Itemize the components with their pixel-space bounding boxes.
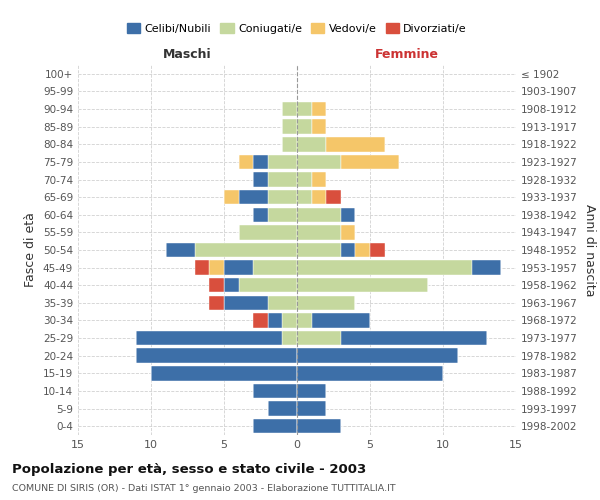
Bar <box>283 120 297 134</box>
Bar <box>283 331 297 345</box>
Bar <box>209 260 224 275</box>
Bar <box>166 243 195 257</box>
Bar <box>341 331 487 345</box>
Bar <box>253 208 268 222</box>
Bar <box>268 172 297 186</box>
Bar <box>253 260 297 275</box>
Bar <box>209 296 224 310</box>
Bar <box>297 260 472 275</box>
Y-axis label: Anni di nascita: Anni di nascita <box>583 204 596 296</box>
Bar <box>224 278 239 292</box>
Bar <box>297 243 341 257</box>
Bar <box>341 243 355 257</box>
Bar <box>297 419 341 434</box>
Bar <box>311 172 326 186</box>
Bar <box>268 314 283 328</box>
Bar <box>283 314 297 328</box>
Bar <box>472 260 502 275</box>
Text: Maschi: Maschi <box>163 48 212 62</box>
Bar <box>268 154 297 169</box>
Bar <box>253 154 268 169</box>
Text: Popolazione per età, sesso e stato civile - 2003: Popolazione per età, sesso e stato civil… <box>12 462 366 475</box>
Bar <box>297 402 326 416</box>
Text: COMUNE DI SIRIS (OR) - Dati ISTAT 1° gennaio 2003 - Elaborazione TUTTITALIA.IT: COMUNE DI SIRIS (OR) - Dati ISTAT 1° gen… <box>12 484 395 493</box>
Bar <box>268 402 297 416</box>
Bar <box>136 331 283 345</box>
Bar <box>341 225 355 240</box>
Bar <box>224 296 268 310</box>
Bar <box>355 243 370 257</box>
Bar <box>253 172 268 186</box>
Bar <box>151 366 297 380</box>
Bar <box>311 120 326 134</box>
Bar <box>297 208 341 222</box>
Bar <box>224 260 253 275</box>
Bar <box>136 348 297 363</box>
Bar <box>370 243 385 257</box>
Bar <box>297 296 355 310</box>
Legend: Celibi/Nubili, Coniugati/e, Vedovi/e, Divorziati/e: Celibi/Nubili, Coniugati/e, Vedovi/e, Di… <box>122 19 472 38</box>
Bar <box>253 384 297 398</box>
Bar <box>297 190 311 204</box>
Bar <box>283 137 297 152</box>
Bar <box>311 190 326 204</box>
Bar <box>297 225 341 240</box>
Bar <box>297 314 311 328</box>
Bar <box>297 137 326 152</box>
Bar <box>239 190 268 204</box>
Bar <box>268 208 297 222</box>
Bar <box>326 137 385 152</box>
Bar <box>224 190 239 204</box>
Bar <box>283 102 297 117</box>
Bar <box>239 225 297 240</box>
Text: Femmine: Femmine <box>374 48 439 62</box>
Bar <box>195 243 297 257</box>
Bar <box>239 154 253 169</box>
Bar <box>297 366 443 380</box>
Bar <box>297 102 311 117</box>
Bar <box>311 314 370 328</box>
Bar <box>297 154 341 169</box>
Bar <box>297 278 428 292</box>
Bar <box>297 384 326 398</box>
Bar <box>326 190 341 204</box>
Bar <box>341 154 399 169</box>
Bar <box>253 314 268 328</box>
Bar <box>268 190 297 204</box>
Bar <box>253 419 297 434</box>
Bar <box>297 348 458 363</box>
Bar <box>297 172 311 186</box>
Bar <box>297 331 341 345</box>
Bar <box>341 208 355 222</box>
Bar <box>297 120 311 134</box>
Bar <box>268 296 297 310</box>
Bar <box>195 260 209 275</box>
Bar <box>311 102 326 117</box>
Bar <box>209 278 224 292</box>
Bar <box>239 278 297 292</box>
Y-axis label: Fasce di età: Fasce di età <box>25 212 37 288</box>
